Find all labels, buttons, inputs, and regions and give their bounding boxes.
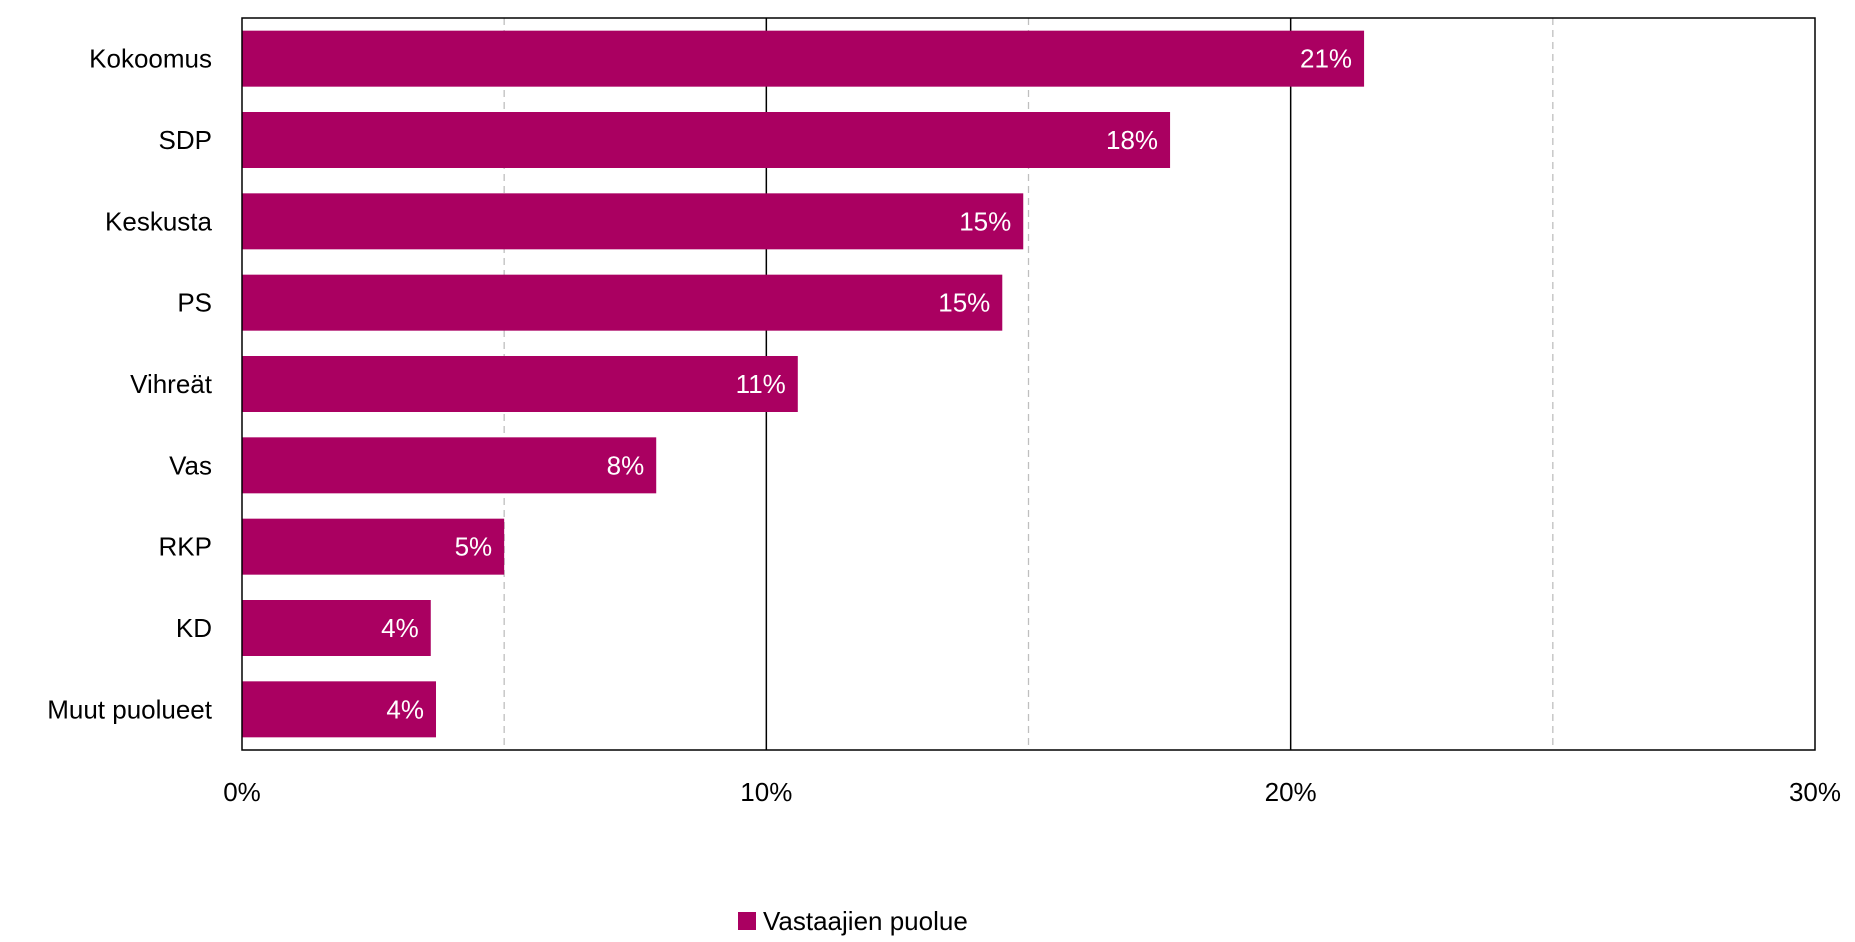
bars: 21% 18% 15% 15% 11% 8% 5% 4% 4% <box>242 30 1365 738</box>
bar <box>242 518 505 575</box>
category-label: PS <box>177 288 212 318</box>
x-axis-ticks: 0% 10% 20% 30% <box>223 777 1841 807</box>
bar <box>242 30 1365 87</box>
legend-swatch <box>738 912 756 930</box>
data-label: 15% <box>959 206 1011 236</box>
bar <box>242 112 1171 168</box>
x-tick-label: 10% <box>740 777 792 807</box>
data-label: 4% <box>381 613 419 643</box>
plot-border <box>241 17 1816 751</box>
x-tick-label: 0% <box>223 777 261 807</box>
bar <box>242 600 431 656</box>
bar <box>242 193 1024 250</box>
data-label: 18% <box>1106 125 1158 155</box>
legend: Vastaajien puolue <box>738 906 968 936</box>
data-label: 11% <box>736 369 786 399</box>
bar <box>242 274 1003 331</box>
category-label: Muut puolueet <box>47 694 213 724</box>
category-label: Vihreät <box>130 369 213 399</box>
data-label: 15% <box>938 288 990 318</box>
bar <box>242 356 798 412</box>
category-labels: Kokoomus SDP Keskusta PS Vihreät Vas RKP KD Muut… <box>47 44 213 725</box>
x-tick-label: 20% <box>1265 777 1317 807</box>
category-label: Keskusta <box>105 206 212 236</box>
legend-label: Vastaajien puolue <box>763 906 968 936</box>
category-label: KD <box>176 613 212 643</box>
bar <box>242 681 437 738</box>
data-label: 8% <box>607 450 645 480</box>
x-tick-label: 30% <box>1789 777 1841 807</box>
bar <box>242 437 657 494</box>
data-label: 21% <box>1300 44 1352 74</box>
plot-frame <box>241 17 1816 751</box>
data-label: 4% <box>386 694 424 724</box>
category-label: SDP <box>159 125 212 155</box>
category-label: RKP <box>159 532 212 562</box>
category-label: Kokoomus <box>89 44 212 74</box>
data-label: 5% <box>455 532 493 562</box>
category-label: Vas <box>169 450 212 480</box>
